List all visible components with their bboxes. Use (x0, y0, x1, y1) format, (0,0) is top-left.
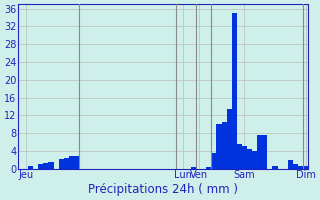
Bar (252, 151, 257, 169)
Bar (64, 158, 69, 169)
Bar (262, 135, 267, 169)
Bar (74, 156, 79, 169)
Bar (272, 166, 277, 169)
Bar (216, 124, 221, 169)
Bar (288, 160, 293, 169)
Bar (191, 167, 196, 169)
X-axis label: Précipitations 24h ( mm ): Précipitations 24h ( mm ) (88, 183, 238, 196)
Bar (227, 109, 232, 169)
Bar (59, 159, 64, 169)
Bar (303, 166, 308, 169)
Bar (38, 164, 44, 169)
Bar (69, 156, 74, 169)
Bar (237, 144, 242, 169)
Bar (257, 135, 262, 169)
Bar (232, 13, 237, 169)
Bar (247, 149, 252, 169)
Bar (28, 166, 33, 169)
Bar (44, 163, 48, 169)
Bar (298, 166, 303, 169)
Bar (242, 146, 247, 169)
Bar (206, 167, 211, 169)
Bar (48, 162, 53, 169)
Bar (221, 122, 227, 169)
Bar (211, 153, 216, 169)
Bar (293, 164, 298, 169)
